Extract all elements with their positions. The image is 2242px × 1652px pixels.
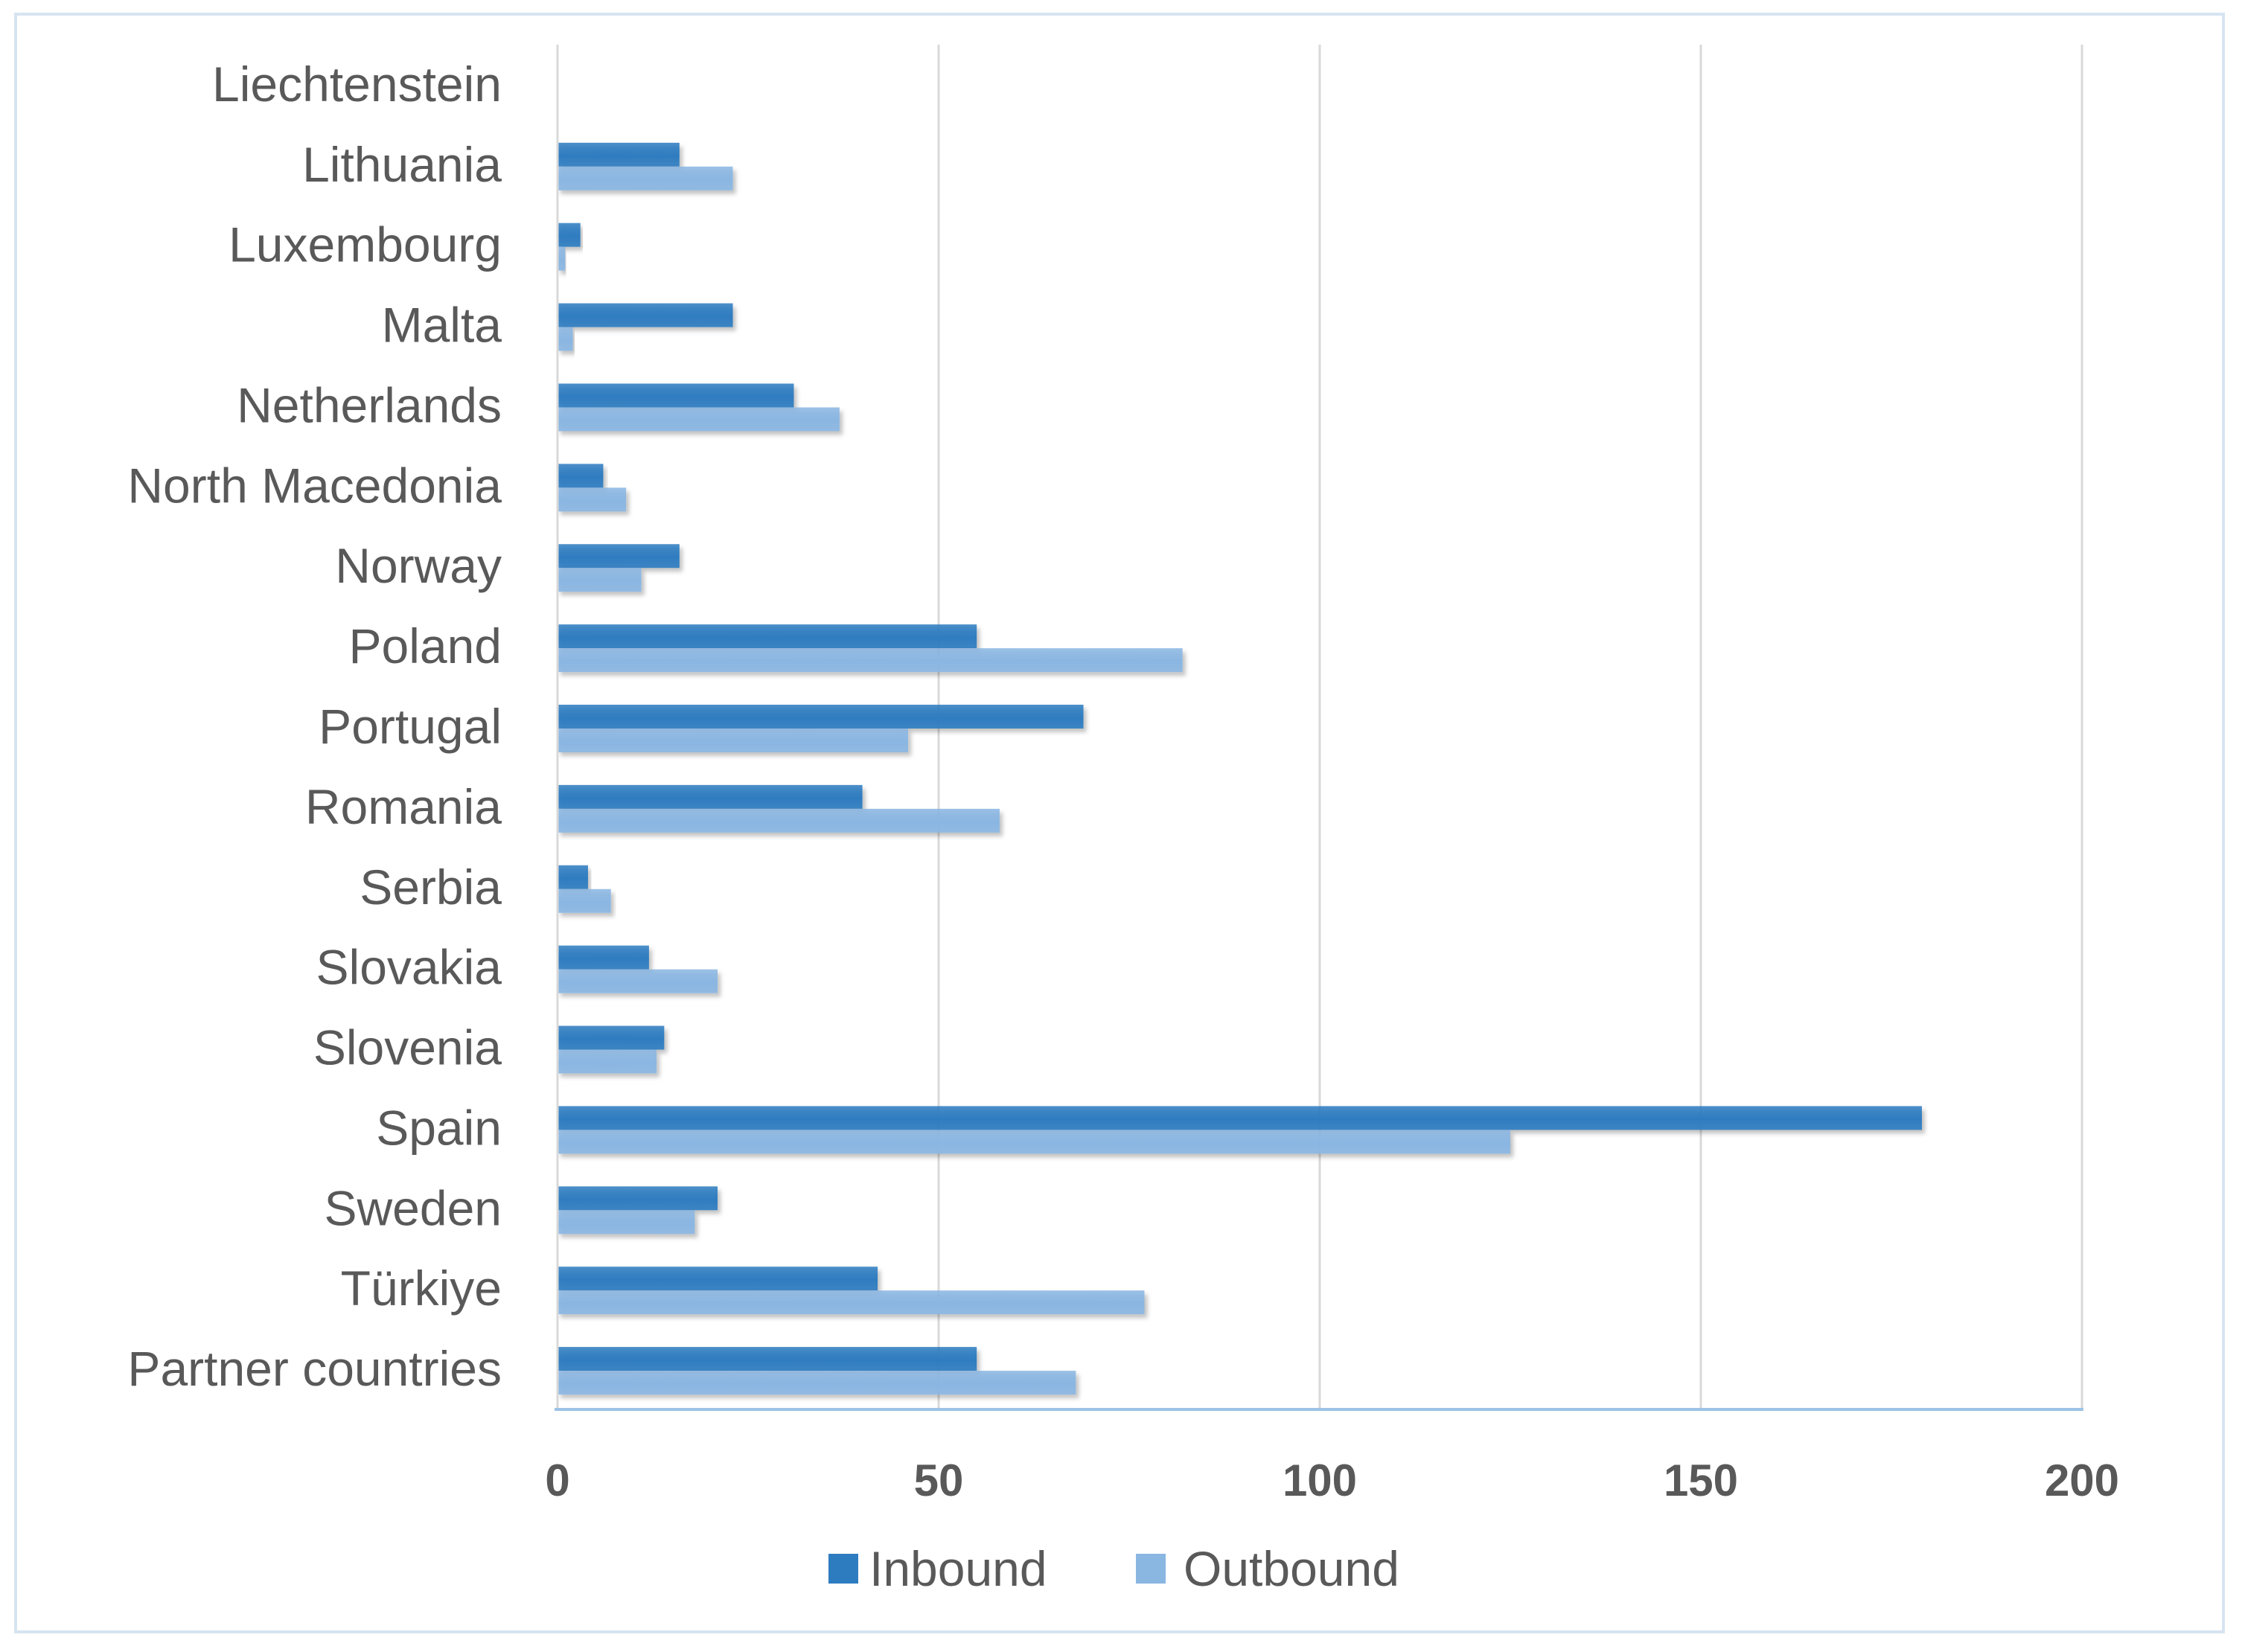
bar-outbound-norway bbox=[558, 568, 642, 592]
bars bbox=[558, 142, 1922, 1395]
bar-inbound-poland bbox=[558, 624, 977, 649]
chart-frame bbox=[14, 13, 2225, 1633]
bar-outbound-north-macedonia bbox=[558, 487, 627, 512]
bar-outbound-malta bbox=[558, 327, 573, 351]
category-label: Norway bbox=[335, 538, 502, 593]
category-label: Slovakia bbox=[316, 940, 502, 995]
bar-inbound-serbia bbox=[558, 865, 588, 889]
bar-inbound-romania bbox=[558, 784, 863, 809]
legend: Inbound Outbound bbox=[828, 1541, 1399, 1596]
bar-outbound-slovakia bbox=[558, 969, 718, 993]
bar-outbound-t-rkiye bbox=[558, 1290, 1145, 1315]
category-label: Luxembourg bbox=[229, 217, 502, 272]
bar-outbound-poland bbox=[558, 648, 1183, 673]
bar-outbound-slovenia bbox=[558, 1049, 657, 1074]
category-labels: Liechtenstein Lithuania Luxembourg Malta Net… bbox=[127, 57, 502, 1396]
legend-swatch-outbound bbox=[1136, 1554, 1166, 1584]
bar-inbound-malta bbox=[558, 303, 733, 327]
category-label: Liechtenstein bbox=[212, 57, 502, 112]
bar-inbound-partner-countries bbox=[558, 1347, 977, 1371]
bar-inbound-spain bbox=[558, 1106, 1922, 1130]
bar-inbound-portugal bbox=[558, 705, 1084, 729]
bar-outbound-netherlands bbox=[558, 407, 840, 432]
bar-outbound-serbia bbox=[558, 889, 611, 913]
category-label: North Macedonia bbox=[127, 458, 502, 513]
legend-label-outbound: Outbound bbox=[1184, 1541, 1399, 1596]
bar-inbound-luxembourg bbox=[558, 222, 581, 247]
bar-inbound-slovakia bbox=[558, 945, 649, 970]
x-tick-label: 50 bbox=[914, 1456, 964, 1505]
bar-outbound-sweden bbox=[558, 1210, 695, 1235]
category-label: Partner countries bbox=[127, 1341, 502, 1396]
category-label: Malta bbox=[382, 298, 502, 353]
bar-inbound-t-rkiye bbox=[558, 1267, 878, 1291]
bar-inbound-north-macedonia bbox=[558, 464, 604, 488]
bar-outbound-portugal bbox=[558, 729, 909, 752]
bar-outbound-luxembourg bbox=[558, 246, 566, 271]
bar-inbound-lithuania bbox=[558, 142, 680, 167]
bar-outbound-partner-countries bbox=[558, 1371, 1076, 1395]
x-tick-label: 150 bbox=[1664, 1456, 1738, 1505]
bar-inbound-sweden bbox=[558, 1186, 718, 1211]
category-label: Poland bbox=[348, 618, 502, 673]
bar-inbound-norway bbox=[558, 544, 680, 569]
x-tick-label: 100 bbox=[1283, 1456, 1357, 1505]
category-label: Türkiye bbox=[341, 1261, 502, 1316]
category-label: Netherlands bbox=[237, 377, 502, 432]
x-tick-label: 0 bbox=[545, 1456, 569, 1505]
gridlines bbox=[937, 45, 2083, 1409]
category-label: Lithuania bbox=[302, 137, 502, 192]
bar-inbound-netherlands bbox=[558, 383, 794, 408]
bar-inbound-slovenia bbox=[558, 1025, 665, 1050]
category-label: Slovenia bbox=[313, 1020, 502, 1075]
x-tick-labels: 0 50 100 150 200 bbox=[545, 1456, 2119, 1505]
bar-outbound-lithuania bbox=[558, 166, 733, 191]
category-label: Romania bbox=[305, 779, 502, 834]
x-tick-label: 200 bbox=[2045, 1456, 2119, 1505]
legend-label-inbound: Inbound bbox=[869, 1541, 1047, 1596]
category-label: Serbia bbox=[360, 859, 502, 915]
legend-swatch-inbound bbox=[828, 1554, 858, 1584]
bar-outbound-spain bbox=[558, 1130, 1510, 1154]
axes bbox=[555, 45, 2083, 1411]
bar-outbound-romania bbox=[558, 808, 1000, 833]
category-label: Spain bbox=[376, 1100, 502, 1155]
category-label: Portugal bbox=[319, 699, 502, 754]
category-label: Sweden bbox=[324, 1180, 502, 1235]
